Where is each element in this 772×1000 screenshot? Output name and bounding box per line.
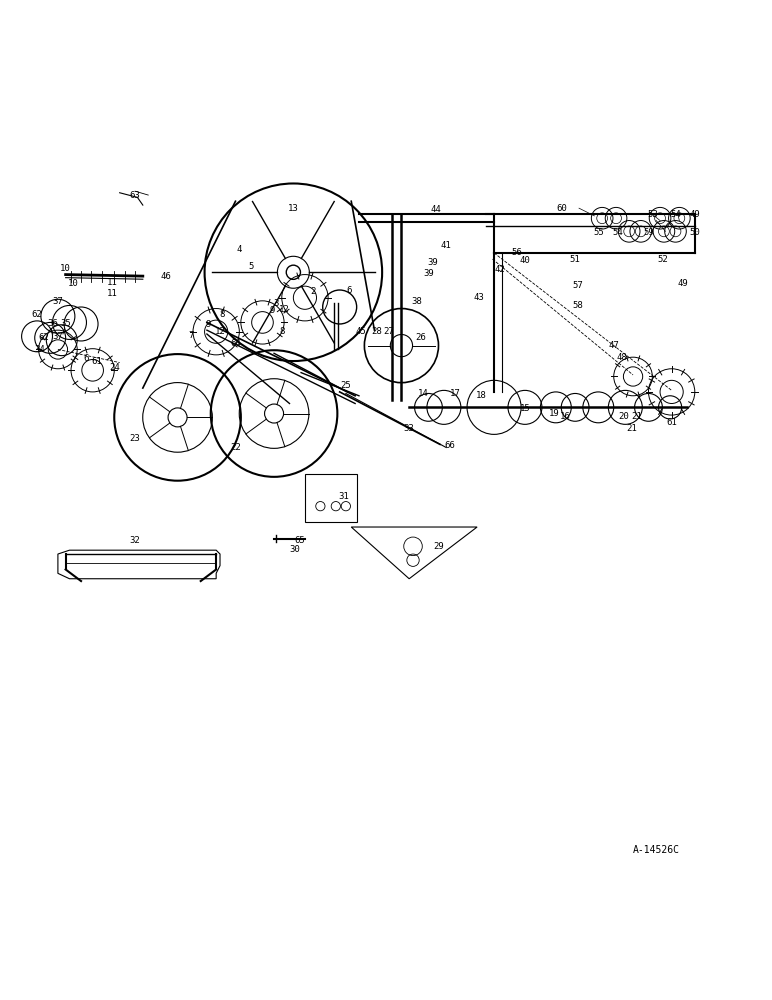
Text: 48: 48 <box>616 353 627 362</box>
Text: 36: 36 <box>47 319 58 328</box>
Text: 40: 40 <box>520 256 530 265</box>
Text: 63: 63 <box>130 191 141 200</box>
Text: 17: 17 <box>450 389 461 398</box>
Text: 64: 64 <box>230 339 241 348</box>
Text: 29: 29 <box>433 542 444 551</box>
Text: 37: 37 <box>52 297 63 306</box>
Text: 7: 7 <box>189 331 194 340</box>
Text: 26: 26 <box>415 333 426 342</box>
Text: 49: 49 <box>689 210 700 219</box>
Text: 9: 9 <box>206 320 211 329</box>
Text: 21: 21 <box>626 424 637 433</box>
Text: 49: 49 <box>678 279 689 288</box>
Text: 30: 30 <box>290 545 300 554</box>
Text: 45: 45 <box>356 327 367 336</box>
Text: 11: 11 <box>107 278 117 287</box>
Text: 16: 16 <box>560 412 571 421</box>
Text: 33: 33 <box>404 424 415 433</box>
Text: A-14526C: A-14526C <box>632 845 679 855</box>
Text: 23: 23 <box>130 434 141 443</box>
Text: 22: 22 <box>230 443 241 452</box>
Text: 25: 25 <box>340 381 351 390</box>
Text: 12: 12 <box>215 327 225 336</box>
Text: 37: 37 <box>52 332 63 341</box>
Text: 47: 47 <box>608 341 619 350</box>
Text: 6: 6 <box>84 354 89 363</box>
Text: 42: 42 <box>495 265 506 274</box>
Text: 39: 39 <box>423 269 434 278</box>
Bar <box>305 474 357 522</box>
Text: 59: 59 <box>643 228 654 237</box>
Text: 52: 52 <box>657 255 668 264</box>
Text: 14: 14 <box>418 389 428 398</box>
Text: 6: 6 <box>347 286 351 295</box>
Text: 38: 38 <box>411 297 422 306</box>
Text: 2: 2 <box>310 287 315 296</box>
Text: 8: 8 <box>220 310 225 319</box>
Text: 46: 46 <box>161 272 171 281</box>
Text: 35: 35 <box>60 319 71 328</box>
Text: 32: 32 <box>130 536 141 545</box>
Text: 27: 27 <box>383 327 394 336</box>
Text: 65: 65 <box>294 536 305 545</box>
Text: 10: 10 <box>68 279 79 288</box>
Text: 51: 51 <box>570 255 581 264</box>
Text: 3: 3 <box>273 299 278 308</box>
Text: 20: 20 <box>618 412 629 421</box>
Text: 44: 44 <box>431 205 442 214</box>
Text: 4: 4 <box>237 245 242 254</box>
Text: 61: 61 <box>666 418 677 427</box>
Text: 58: 58 <box>572 301 583 310</box>
Text: 53: 53 <box>647 210 658 219</box>
Text: 57: 57 <box>572 281 583 290</box>
Text: 5: 5 <box>249 262 253 271</box>
Text: 54: 54 <box>612 228 623 237</box>
Text: 18: 18 <box>476 391 486 400</box>
Text: 66: 66 <box>444 441 455 450</box>
Text: 9: 9 <box>269 306 274 315</box>
Text: 54: 54 <box>670 210 681 219</box>
Text: 39: 39 <box>427 258 438 267</box>
Text: 31: 31 <box>338 492 349 501</box>
Text: 41: 41 <box>441 241 452 250</box>
Text: 50: 50 <box>689 228 700 237</box>
Text: 13: 13 <box>288 204 299 213</box>
Text: 19: 19 <box>549 409 560 418</box>
Text: 8: 8 <box>279 327 284 336</box>
Text: 11: 11 <box>107 289 117 298</box>
Text: 24: 24 <box>109 363 120 372</box>
Text: 56: 56 <box>512 248 523 257</box>
Text: 15: 15 <box>520 404 530 413</box>
Text: 21: 21 <box>631 412 642 421</box>
Text: 62: 62 <box>39 333 49 342</box>
Text: 10: 10 <box>60 264 71 273</box>
Text: 28: 28 <box>371 327 382 336</box>
Text: 62: 62 <box>32 310 42 319</box>
Text: 60: 60 <box>557 204 567 213</box>
Text: 55: 55 <box>593 228 604 237</box>
Text: 43: 43 <box>473 293 484 302</box>
Text: 12: 12 <box>279 305 290 314</box>
Text: 61: 61 <box>91 357 102 366</box>
Text: 34: 34 <box>35 345 46 354</box>
